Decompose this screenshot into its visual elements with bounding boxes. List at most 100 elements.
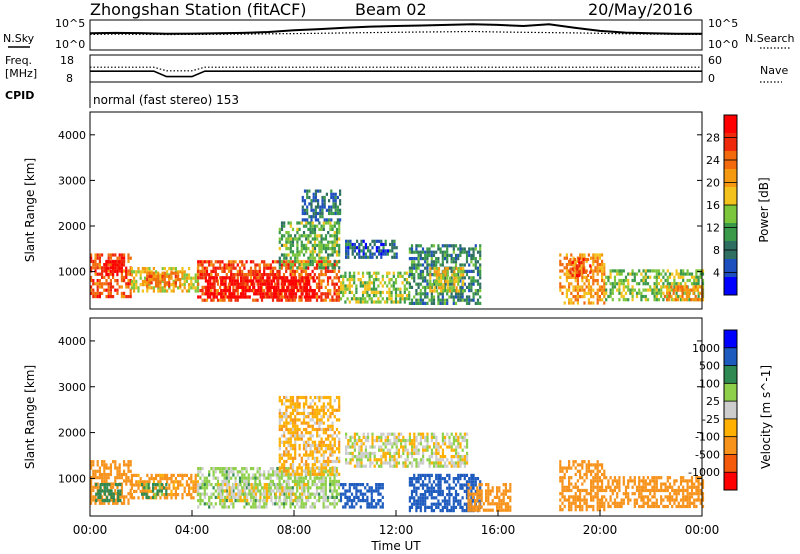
data-cell	[242, 279, 245, 283]
data-cell	[242, 285, 245, 289]
data-cell	[571, 267, 574, 271]
data-cell	[410, 260, 414, 264]
data-cell	[293, 476, 297, 480]
data-cell	[303, 189, 307, 193]
data-cell	[222, 295, 225, 299]
data-cell	[638, 288, 641, 292]
data-cell	[201, 292, 204, 296]
data-cell	[230, 470, 233, 474]
data-cell	[245, 273, 248, 277]
data-cell	[249, 467, 253, 471]
data-cell	[231, 279, 234, 283]
data-cell	[392, 274, 395, 278]
data-cell	[199, 492, 202, 496]
data-cell	[118, 466, 121, 470]
data-cell	[348, 486, 351, 490]
data-cell	[670, 294, 673, 299]
data-cell	[234, 479, 237, 483]
data-cell	[107, 260, 110, 264]
data-cell	[346, 502, 349, 506]
data-cell	[220, 292, 223, 296]
data-cell	[245, 260, 248, 264]
data-cell	[446, 257, 449, 261]
data-cell	[417, 499, 420, 503]
data-cell	[298, 453, 301, 457]
data-cell	[239, 276, 243, 280]
data-cell	[459, 455, 462, 459]
data-cell	[697, 294, 700, 299]
data-cell	[426, 295, 429, 299]
data-cell	[249, 499, 253, 503]
data-cell	[278, 479, 281, 483]
data-cell	[688, 288, 691, 292]
data-cell	[123, 501, 126, 505]
data-cell	[601, 288, 604, 292]
data-cell	[309, 224, 312, 228]
data-cell	[209, 285, 212, 289]
data-cell	[360, 448, 363, 452]
data-cell	[248, 489, 251, 493]
data-cell	[459, 445, 462, 449]
data-cell	[419, 276, 422, 280]
data-cell	[682, 269, 685, 273]
data-cell	[320, 285, 323, 289]
data-cell	[305, 431, 308, 435]
data-cell	[395, 464, 398, 468]
data-cell	[417, 273, 420, 277]
data-cell	[454, 292, 458, 296]
data-cell	[339, 202, 342, 206]
data-cell	[287, 405, 290, 409]
data-cell	[241, 269, 244, 273]
data-cell	[333, 469, 336, 473]
data-cell	[227, 263, 231, 267]
data-cell	[605, 282, 608, 286]
data-cell	[360, 461, 363, 465]
data-cell	[310, 289, 313, 293]
data-cell	[148, 281, 151, 285]
data-cell	[255, 279, 258, 283]
data-cell	[289, 418, 292, 422]
data-cell	[428, 455, 431, 459]
data-cell	[315, 282, 319, 286]
data-cell	[335, 483, 338, 487]
data-cell	[386, 252, 389, 256]
data-cell	[437, 464, 440, 468]
freq-line	[90, 70, 702, 78]
data-cell	[129, 479, 132, 483]
data-cell	[601, 285, 604, 289]
data-cell	[294, 418, 297, 422]
data-cell	[331, 298, 334, 302]
data-cell	[381, 274, 384, 278]
data-cell	[160, 492, 163, 496]
data-cell	[294, 443, 297, 448]
data-cell	[338, 266, 341, 270]
data-cell	[231, 276, 234, 280]
data-cell	[333, 466, 336, 470]
data-cell	[183, 473, 186, 477]
data-cell	[133, 286, 136, 290]
data-cell	[103, 269, 106, 273]
data-cell	[307, 256, 310, 260]
data-cell	[465, 250, 469, 254]
data-cell	[406, 451, 409, 455]
data-cell	[125, 275, 128, 279]
data-cell	[109, 266, 112, 270]
data-cell	[185, 473, 188, 477]
data-cell	[90, 275, 93, 279]
data-cell	[457, 282, 460, 286]
data-cell	[296, 247, 299, 251]
data-cell	[675, 272, 678, 276]
data-cell	[199, 295, 202, 299]
data-cell	[378, 252, 381, 256]
data-cell	[389, 448, 392, 452]
data-cell	[697, 291, 700, 295]
data-cell	[190, 473, 193, 477]
data-cell	[337, 483, 341, 487]
data-cell	[294, 285, 298, 289]
data-cell	[285, 411, 288, 416]
data-cell	[677, 272, 680, 276]
data-cell	[432, 496, 436, 500]
data-cell	[205, 476, 209, 480]
data-cell	[329, 415, 332, 419]
data-cell	[333, 224, 336, 228]
